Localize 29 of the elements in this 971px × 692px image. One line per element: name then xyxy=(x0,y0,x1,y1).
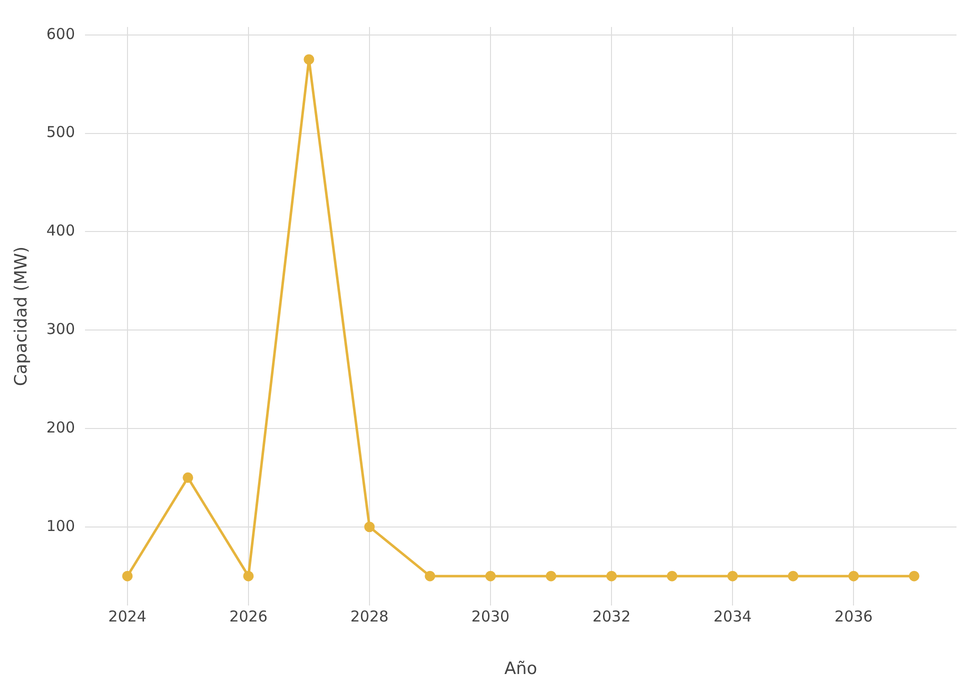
x-tick-label: 2036 xyxy=(834,607,873,626)
y-tick-label: 400 xyxy=(46,222,76,240)
point xyxy=(788,570,798,582)
point xyxy=(546,570,556,582)
y-tick-label: 300 xyxy=(46,320,76,338)
point xyxy=(424,570,436,582)
point xyxy=(666,570,678,582)
x-tick-label: 2030 xyxy=(471,607,510,626)
x-axis-title: Año xyxy=(504,659,538,680)
x-tick-label: 2034 xyxy=(713,607,752,626)
x-tick-label: 2024 xyxy=(108,607,146,626)
x-tick-label: 2028 xyxy=(350,607,389,626)
y-tick-label: 600 xyxy=(46,24,76,43)
x-tick-label: 2032 xyxy=(592,607,631,626)
y-tick-label: 200 xyxy=(46,418,76,436)
point xyxy=(243,570,254,582)
point xyxy=(364,522,375,532)
y-tick-label: 500 xyxy=(46,123,76,142)
point xyxy=(182,472,194,483)
point xyxy=(606,570,617,582)
point xyxy=(908,570,920,582)
y-tick-label: 100 xyxy=(46,516,76,535)
point xyxy=(727,570,738,582)
point xyxy=(848,570,859,582)
point xyxy=(122,570,133,582)
point xyxy=(304,54,314,65)
y-axis-title: Capacidad (MW) xyxy=(12,246,32,386)
point xyxy=(485,570,496,582)
x-tick-label: 2026 xyxy=(229,607,268,626)
